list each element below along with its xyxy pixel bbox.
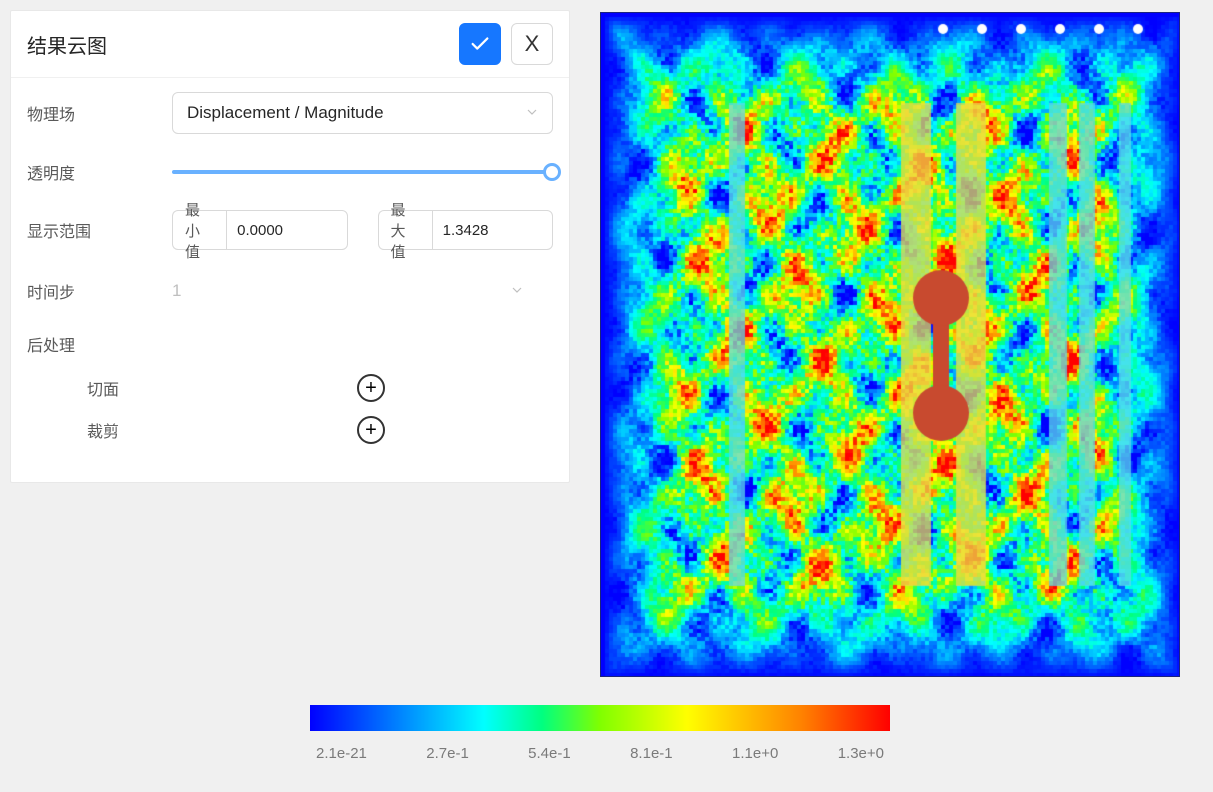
opacity-row: 透明度 — [27, 154, 553, 190]
chevron-down-icon — [511, 284, 523, 299]
viz-canvas — [601, 13, 1179, 676]
colorbar-tick: 1.3e+0 — [838, 745, 884, 762]
physical-field-row: 物理场 Displacement / Magnitude — [27, 92, 553, 134]
max-input[interactable] — [432, 210, 553, 250]
section-label: 切面 — [87, 376, 357, 400]
results-panel: 结果云图 X 物理场 Displacement / Magnitude — [10, 10, 570, 483]
min-input[interactable] — [226, 210, 347, 250]
panel-header: 结果云图 X — [11, 11, 569, 78]
opacity-label: 透明度 — [27, 160, 172, 184]
colorbar-ticks: 2.1e-21 2.7e-1 5.4e-1 8.1e-1 1.1e+0 1.3e… — [310, 745, 890, 762]
physical-field-value: Displacement / Magnitude — [187, 103, 384, 123]
opacity-slider[interactable] — [172, 170, 553, 174]
contour-visualization[interactable] — [600, 12, 1180, 677]
plus-icon: + — [365, 378, 377, 398]
colorbar-tick: 5.4e-1 — [528, 745, 571, 762]
check-icon — [469, 33, 491, 55]
close-button[interactable]: X — [511, 23, 553, 65]
max-input-group: 最大值 — [378, 210, 554, 250]
colorbar: 2.1e-21 2.7e-1 5.4e-1 8.1e-1 1.1e+0 1.3e… — [310, 705, 890, 762]
add-clip-button[interactable]: + — [357, 416, 385, 444]
colorbar-tick: 2.1e-21 — [316, 745, 367, 762]
min-addon: 最小值 — [172, 210, 226, 250]
panel-body: 物理场 Displacement / Magnitude 透明度 显示范围 — [11, 78, 569, 482]
colorbar-gradient — [310, 705, 890, 731]
physical-field-select[interactable]: Displacement / Magnitude — [172, 92, 553, 134]
display-range-row: 显示范围 最小值 最大值 — [27, 210, 553, 250]
postprocess-label: 后处理 — [27, 332, 553, 356]
min-input-group: 最小值 — [172, 210, 348, 250]
panel-title: 结果云图 — [27, 30, 107, 59]
max-addon: 最大值 — [378, 210, 432, 250]
close-icon: X — [525, 31, 540, 57]
time-step-select: 1 — [172, 270, 553, 312]
opacity-slider-thumb[interactable] — [543, 163, 561, 181]
panel-header-actions: X — [459, 23, 553, 65]
clip-label: 裁剪 — [87, 418, 357, 442]
colorbar-tick: 1.1e+0 — [732, 745, 778, 762]
physical-field-label: 物理场 — [27, 101, 172, 125]
chevron-down-icon — [526, 106, 538, 121]
clip-row: 裁剪 + — [27, 416, 553, 444]
time-step-row: 时间步 1 — [27, 270, 553, 312]
plus-icon: + — [365, 420, 377, 440]
colorbar-tick: 2.7e-1 — [426, 745, 469, 762]
confirm-button[interactable] — [459, 23, 501, 65]
time-step-value: 1 — [172, 281, 181, 301]
add-section-button[interactable]: + — [357, 374, 385, 402]
time-step-label: 时间步 — [27, 279, 172, 303]
colorbar-tick: 8.1e-1 — [630, 745, 673, 762]
section-row: 切面 + — [27, 374, 553, 402]
display-range-label: 显示范围 — [27, 218, 172, 242]
